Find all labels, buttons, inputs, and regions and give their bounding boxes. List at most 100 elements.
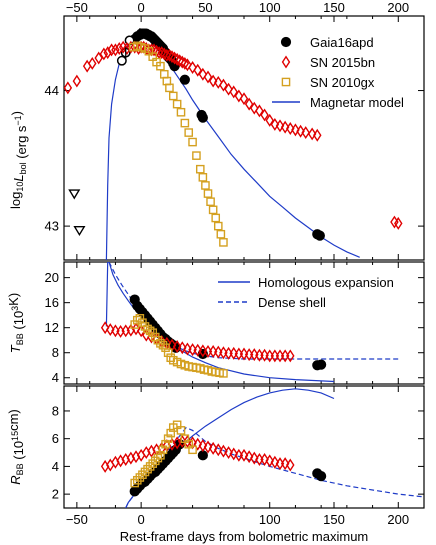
panel-luminosity: 43 44 bbox=[45, 15, 425, 261]
y-tick-label-temperature: 4 bbox=[52, 370, 59, 385]
data-point-sn-2015bn bbox=[224, 82, 233, 96]
data-point-sn-2015bn bbox=[286, 122, 295, 135]
data-point-sn-2015bn bbox=[64, 81, 73, 95]
data-point-gaia16apd-upper-limits- bbox=[73, 225, 86, 237]
y-tick-label-temperature: 20 bbox=[45, 270, 59, 285]
data-point-sn-2015bn bbox=[219, 444, 228, 458]
data-point-sn-2015bn bbox=[160, 47, 169, 61]
ylabel-part-c: (erg s bbox=[14, 125, 29, 162]
data-point-sn-2010gx bbox=[135, 314, 145, 323]
ylabel-part-b: (10 bbox=[11, 441, 26, 463]
data-point-sn-2015bn bbox=[165, 48, 174, 62]
data-point-sn-2015bn bbox=[265, 113, 274, 127]
data-point-gaia16apd bbox=[314, 230, 325, 241]
data-point-sn-2015bn bbox=[239, 448, 249, 462]
ylabel-part-sup: 3 bbox=[10, 306, 20, 311]
data-point-sn-2010gx bbox=[161, 439, 170, 449]
series-line-dense-shell bbox=[125, 426, 424, 508]
data-point-sn-2015bn bbox=[103, 46, 112, 60]
data-point-sn-2010gx bbox=[156, 339, 165, 348]
ylabel-part-d: ) bbox=[9, 111, 24, 115]
data-point-sn-2015bn bbox=[115, 42, 124, 56]
data-point-sn-2010gx bbox=[132, 315, 142, 325]
data-point-sn-2010gx bbox=[132, 475, 142, 485]
data-point-sn-2010gx bbox=[138, 470, 147, 480]
data-point-sn-2010gx bbox=[188, 137, 197, 147]
data-point-gaia16apd-open- bbox=[116, 55, 127, 66]
data-point-sn-2010gx bbox=[168, 91, 178, 101]
data-point-sn-2015bn bbox=[72, 74, 82, 88]
top-x-tick-label: 150 bbox=[323, 0, 345, 15]
data-point-sn-2015bn bbox=[106, 323, 115, 337]
data-point-sn-2015bn bbox=[188, 343, 197, 357]
data-point-sn-2015bn bbox=[214, 443, 223, 457]
legend-label: Homologous expansion bbox=[258, 275, 394, 290]
ylabel-part-sub: BB bbox=[15, 463, 25, 475]
data-point-sn-2015bn bbox=[286, 458, 295, 472]
data-point-sn-2010gx bbox=[150, 456, 160, 466]
data-point-sn-2015bn bbox=[307, 127, 317, 141]
data-point-sn-2015bn bbox=[296, 124, 305, 138]
data-point-gaia16apd-upper-limits- bbox=[68, 189, 81, 200]
data-point-sn-2010gx bbox=[198, 173, 208, 182]
top-x-tick-label: 50 bbox=[198, 0, 212, 15]
ylabel-part-c: cm) bbox=[6, 409, 21, 431]
data-point-sn-2015bn bbox=[234, 89, 244, 103]
data-point-sn-2015bn bbox=[270, 455, 280, 469]
data-point-sn-2015bn bbox=[188, 61, 197, 74]
data-point-sn-2015bn bbox=[172, 339, 182, 353]
data-point-sn-2015bn bbox=[183, 434, 192, 448]
x-tick-label: 100 bbox=[259, 512, 281, 527]
legend-label: SN 2015bn bbox=[310, 55, 375, 70]
data-point-sn-2015bn bbox=[100, 321, 110, 335]
data-point-sn-2015bn bbox=[180, 56, 190, 70]
data-point-sn-2015bn bbox=[203, 70, 213, 84]
data-point-sn-2015bn bbox=[99, 47, 109, 61]
data-point-sn-2010gx bbox=[219, 238, 228, 247]
ylabel-part-sub2: bol bbox=[18, 162, 28, 174]
data-point-sn-2010gx bbox=[201, 181, 210, 190]
data-point-sn-2010gx bbox=[145, 326, 155, 336]
data-point-sn-2015bn bbox=[198, 439, 208, 453]
data-point-sn-2015bn bbox=[214, 345, 223, 359]
ylabel-part-a: log bbox=[8, 192, 23, 209]
legend-luminosity: Gaia16apd SN 2015bn SN 2010gx Magnetar mode… bbox=[272, 35, 404, 110]
data-point-sn-2015bn bbox=[178, 55, 187, 69]
ylabel-part-b: (10 bbox=[11, 311, 26, 333]
data-point-sn-2015bn bbox=[219, 78, 228, 92]
data-point-sn-2010gx bbox=[208, 205, 218, 215]
data-point-sn-2010gx bbox=[165, 83, 174, 93]
data-point-sn-2010gx bbox=[206, 197, 215, 207]
data-point-sn-2010gx bbox=[213, 221, 223, 231]
data-point-gaia16apd bbox=[316, 471, 327, 482]
data-point-sn-2010gx bbox=[145, 462, 155, 471]
data-point-sn-2010gx bbox=[176, 107, 186, 117]
data-point-sn-2015bn bbox=[275, 119, 285, 133]
data-point-sn-2015bn bbox=[313, 128, 322, 142]
data-point-sn-2010gx bbox=[163, 348, 173, 358]
x-tick-label: 150 bbox=[323, 512, 345, 527]
data-point-sn-2015bn bbox=[157, 46, 166, 60]
x-tick-label: 0 bbox=[138, 512, 145, 527]
data-point-sn-2010gx bbox=[158, 340, 168, 350]
y-axis-label-radius: RBB (1015cm) bbox=[6, 409, 26, 485]
data-point-sn-2010gx bbox=[195, 164, 205, 174]
data-point-sn-2015bn bbox=[219, 346, 228, 360]
top-x-tick-label: 0 bbox=[138, 0, 145, 15]
data-point-sn-2015bn bbox=[286, 349, 295, 363]
data-point-sn-2010gx bbox=[176, 426, 186, 435]
data-point-sn-2015bn bbox=[255, 104, 264, 118]
data-point-sn-2010gx bbox=[143, 464, 152, 474]
ylabel-part-a: T bbox=[8, 344, 23, 353]
ylabel-part-c: K) bbox=[6, 293, 21, 306]
data-point-sn-2015bn bbox=[172, 52, 182, 66]
legend-swatch bbox=[281, 77, 291, 87]
data-point-sn-2015bn bbox=[203, 440, 213, 454]
data-point-sn-2015bn bbox=[193, 343, 202, 357]
data-point-sn-2010gx bbox=[166, 428, 176, 438]
data-point-sn-2015bn bbox=[239, 92, 249, 106]
data-point-sn-2010gx bbox=[158, 445, 168, 455]
data-point-sn-2015bn bbox=[229, 447, 238, 461]
data-point-sn-2015bn bbox=[214, 75, 223, 89]
data-point-sn-2010gx bbox=[219, 369, 228, 378]
